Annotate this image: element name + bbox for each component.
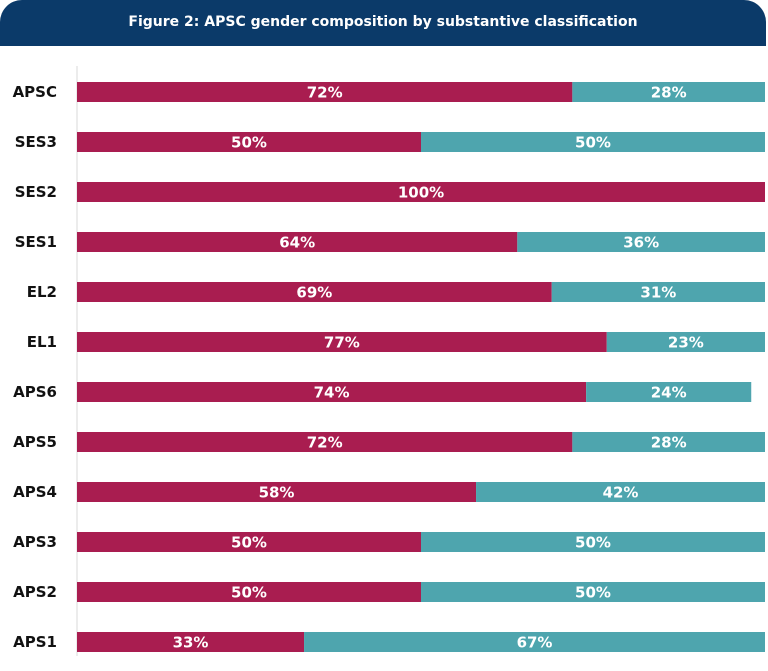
- bar-segment-series2: [517, 232, 765, 252]
- bar-segment-series2: [586, 382, 752, 402]
- bar-segment-series1: [77, 332, 607, 352]
- bar-segment-series1: [77, 132, 421, 152]
- bar-segment-series1: [77, 382, 587, 402]
- data-label: 28%: [651, 84, 687, 102]
- data-label: 69%: [296, 284, 332, 302]
- bar-segment-series1: [77, 232, 518, 252]
- category-label: APS6: [13, 383, 57, 401]
- category-label: APSC: [13, 83, 57, 101]
- bar-segment-series2: [421, 582, 765, 602]
- data-label: 31%: [640, 284, 676, 302]
- data-label: 64%: [279, 234, 315, 252]
- data-label: 50%: [231, 584, 267, 602]
- category-label: SES2: [15, 183, 57, 201]
- category-label: APS4: [13, 483, 57, 501]
- bar-segment-series2: [551, 282, 765, 302]
- data-label: 23%: [668, 334, 704, 352]
- bar-segment-series2: [476, 482, 765, 502]
- bar-segment-series1: [77, 82, 573, 102]
- chart-title: Figure 2: APSC gender composition by sub…: [128, 14, 638, 30]
- bar-segment-series2: [421, 132, 765, 152]
- category-label: EL1: [27, 333, 57, 351]
- category-label: EL2: [27, 283, 57, 301]
- category-label: SES1: [15, 233, 57, 251]
- bar-segment-series1: [77, 632, 305, 652]
- bar-segment-series2: [421, 532, 765, 552]
- data-label: 58%: [259, 484, 295, 502]
- data-label: 50%: [231, 534, 267, 552]
- bar-segment-series1: [77, 182, 765, 202]
- data-label: 50%: [575, 134, 611, 152]
- data-label: 36%: [623, 234, 659, 252]
- bar-segment-series1: [77, 432, 573, 452]
- data-label: 77%: [324, 334, 360, 352]
- bar-segment-series2: [304, 632, 765, 652]
- bar-segment-series2: [572, 82, 765, 102]
- data-label: 72%: [307, 84, 343, 102]
- bar-segment-series1: [77, 482, 477, 502]
- data-label: 24%: [651, 384, 687, 402]
- data-label: 72%: [307, 434, 343, 452]
- data-label: 33%: [173, 634, 209, 652]
- category-label: SES3: [15, 133, 57, 151]
- bar-segment-series2: [572, 432, 765, 452]
- data-label: 50%: [231, 134, 267, 152]
- data-label: 74%: [314, 384, 350, 402]
- data-label: 50%: [575, 534, 611, 552]
- category-label: APS3: [13, 533, 57, 551]
- bar-segment-series1: [77, 582, 421, 602]
- category-label: APS5: [13, 433, 57, 451]
- data-label: 100%: [398, 184, 444, 202]
- bar-segment-series1: [77, 282, 552, 302]
- data-label: 67%: [517, 634, 553, 652]
- bar-segment-series1: [77, 532, 421, 552]
- data-label: 50%: [575, 584, 611, 602]
- category-label: APS1: [13, 633, 57, 651]
- data-label: 28%: [651, 434, 687, 452]
- category-label: APS2: [13, 583, 57, 601]
- data-label: 42%: [603, 484, 639, 502]
- chart-header: Figure 2: APSC gender composition by sub…: [0, 0, 766, 46]
- bar-segment-series2: [606, 332, 765, 352]
